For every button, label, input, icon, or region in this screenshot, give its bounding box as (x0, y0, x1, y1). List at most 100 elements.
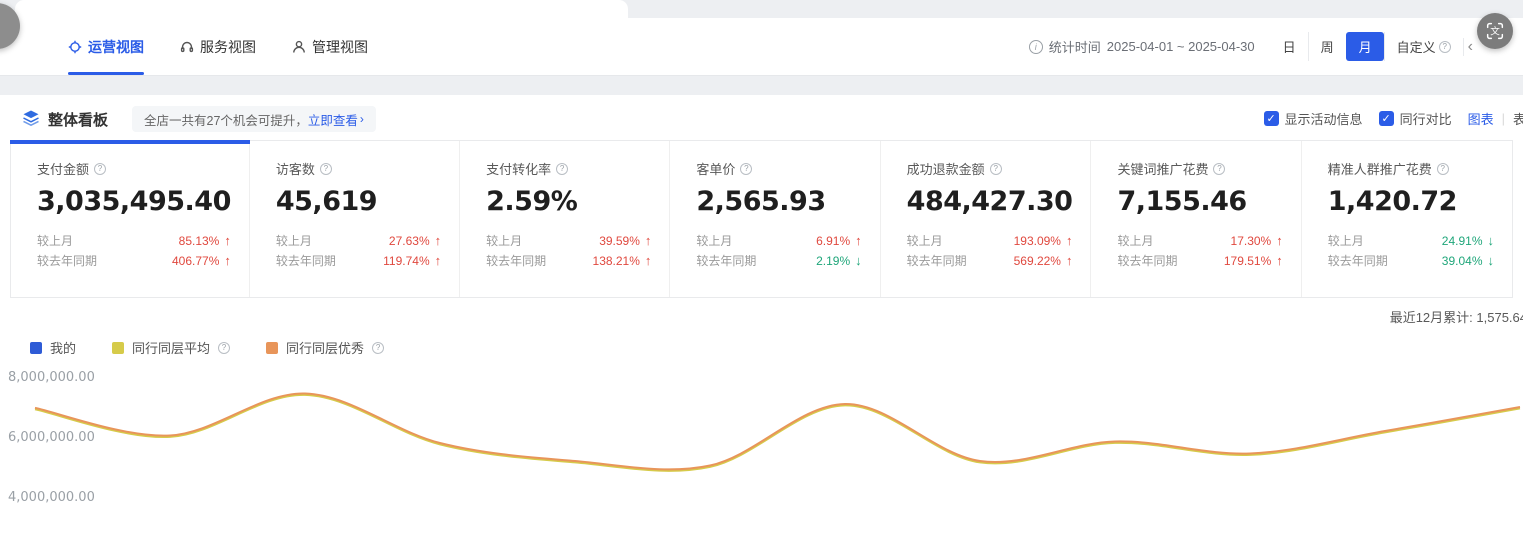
translate-icon: 文 (1486, 22, 1504, 40)
window-top-strip (15, 0, 628, 18)
checkbox-label: 同行对比 (1399, 112, 1452, 127)
checkbox-checked-icon[interactable]: ✓ (1263, 111, 1279, 126)
card-label: 关键词推广花费 (1117, 162, 1209, 177)
legend-label: 同行同层优秀 (286, 341, 365, 356)
trend-arrow-icon: ↑ (644, 253, 652, 268)
compare-row: 较上月 17.30% ↑ (1117, 231, 1282, 251)
card-avg-order-value[interactable]: 客单价? 2,565.93 较上月 6.91% ↑ 较去年同期 2.19% ↓ (670, 141, 881, 297)
trend-arrow-icon: ↑ (1276, 253, 1283, 268)
collapse-chevron-icon[interactable]: ‹ (1462, 37, 1477, 56)
info-icon: i (1028, 39, 1043, 54)
tab-management-view[interactable]: 管理视图 (292, 18, 368, 75)
floating-edge-button[interactable] (0, 3, 20, 49)
card-label: 精准人群推广花费 (1327, 162, 1432, 177)
board-header-row: 整体看板 全店一共有27个机会可提升， 立即查看 › ✓ 显示活动信息 ✓ 同行… (0, 101, 1523, 135)
compare-row: 较上月 24.91% ↓ (1328, 231, 1494, 251)
peer-compare-checkbox[interactable]: ✓ 同行对比 (1378, 109, 1452, 128)
period-day-button[interactable]: 日 (1282, 40, 1296, 55)
period-custom-button[interactable]: 自定义 ? (1383, 32, 1463, 61)
legend-swatch (112, 341, 125, 354)
active-card-accent (10, 140, 250, 144)
chart-legend: 我的 同行同层平均 ? 同行同层优秀 ? (30, 338, 385, 357)
info-icon: ? (1213, 162, 1226, 175)
compare-row: 较去年同期 39.04% ↓ (1328, 251, 1494, 271)
svg-text:文: 文 (1490, 26, 1500, 38)
trend-arrow-icon: ↑ (434, 253, 442, 268)
stat-time-label: 统计时间 (1048, 40, 1101, 55)
card-visitors[interactable]: 访客数? 45,619 较上月 27.63% ↑ 较去年同期 119.74% ↑ (250, 141, 461, 297)
chevron-right-icon: › (359, 112, 364, 126)
translate-fab-button[interactable]: 文 (1477, 13, 1513, 49)
person-icon (293, 40, 305, 53)
board-title: 整体看板 (48, 112, 109, 129)
compare-row: 较上月 193.09% ↑ (907, 231, 1073, 251)
compare-row: 较去年同期 2.19% ↓ (696, 251, 861, 271)
card-value: 2,565.93 (696, 186, 826, 217)
card-conversion-rate[interactable]: 支付转化率? 2.59% 较上月 39.59% ↑ 较去年同期 138.21% ↑ (460, 141, 671, 297)
checkbox-checked-icon[interactable]: ✓ (1378, 111, 1394, 126)
compare-row: 较去年同期 119.74% ↑ (276, 251, 441, 271)
tab-label: 运营视图 (88, 38, 144, 55)
show-activity-checkbox[interactable]: ✓ 显示活动信息 (1263, 109, 1363, 128)
card-payment-amount[interactable]: 支付金额? 3,035,495.40 较上月 85.13% ↑ 较去年同期 406.7… (10, 140, 250, 297)
card-keyword-ad-spend[interactable]: 关键词推广花费? 7,155.46 较上月 17.30% ↑ 较去年同期 179.51… (1091, 141, 1302, 297)
view-table-button[interactable]: 表格 (1512, 112, 1523, 127)
tab-service-view[interactable]: 服务视图 (180, 18, 256, 75)
compare-row: 较上月 39.59% ↑ (486, 231, 651, 251)
legend-item-peer-excellent[interactable]: 同行同层优秀 ? (266, 338, 385, 357)
trend-arrow-icon: ↓ (1487, 253, 1495, 268)
info-icon: ? (319, 162, 332, 175)
card-value: 3,035,495.40 (37, 186, 231, 217)
compare-row: 较去年同期 138.21% ↑ (486, 251, 651, 271)
headset-icon (180, 41, 194, 52)
legend-swatch (30, 341, 42, 354)
metric-cards: 支付金额? 3,035,495.40 较上月 85.13% ↑ 较去年同期 406.7… (10, 140, 1513, 298)
trend-arrow-icon: ↓ (855, 253, 862, 268)
card-value: 1,420.72 (1327, 186, 1458, 217)
trend-arrow-icon: ↑ (224, 233, 231, 248)
compare-row: 较上月 27.63% ↑ (276, 231, 441, 251)
stat-time-range: 2025-04-01 ~ 2025-04-30 (1106, 39, 1255, 54)
view-chart-button[interactable]: 图表 (1467, 112, 1494, 127)
notice-link[interactable]: 立即查看 (307, 113, 358, 128)
12-month-total: 最近12月累计: 1,575.64 (1389, 310, 1523, 325)
trend-chart: 8,000,000.00 6,000,000.00 4,000,000.00 (0, 360, 1523, 537)
info-icon: ? (989, 162, 1002, 175)
trend-arrow-icon: ↑ (224, 253, 231, 268)
trend-arrow-icon: ↑ (855, 233, 862, 248)
card-label: 支付转化率 (486, 162, 552, 177)
compare-row: 较上月 85.13% ↑ (37, 231, 231, 251)
view-switch: 图表 | 表格 (1468, 109, 1523, 128)
card-refund-amount[interactable]: 成功退款金额? 484,427.30 较上月 193.09% ↑ 较去年同期 569.… (881, 141, 1092, 297)
period-month-button[interactable]: 月 (1345, 32, 1384, 61)
opportunity-notice[interactable]: 全店一共有27个机会可提升， 立即查看 › (132, 106, 376, 132)
operations-icon (68, 40, 82, 53)
compare-row: 较去年同期 179.51% ↑ (1117, 251, 1282, 271)
header-bar: 运营视图 服务视图 管理视图 i 统计时间 2025-04-01 ~ 2025-… (0, 18, 1523, 76)
period-week-button[interactable]: 周 (1307, 32, 1346, 61)
trend-lines (34, 392, 1521, 472)
main-content: 整体看板 全店一共有27个机会可提升， 立即查看 › ✓ 显示活动信息 ✓ 同行… (0, 95, 1523, 537)
card-audience-ad-spend[interactable]: 精准人群推广花费? 1,420.72 较上月 24.91% ↓ 较去年同期 39.04… (1302, 141, 1512, 297)
y-axis-tick: 6,000,000.00 (8, 430, 95, 445)
view-tabs: 运营视图 服务视图 管理视图 (68, 18, 368, 75)
card-value: 7,155.46 (1117, 186, 1247, 217)
legend-item-mine[interactable]: 我的 (30, 338, 76, 357)
header-right-controls: i 统计时间 2025-04-01 ~ 2025-04-30 日 周 月 自定义… (1028, 18, 1477, 75)
legend-item-peer-average[interactable]: 同行同层平均 ? (112, 338, 231, 357)
compare-row: 较去年同期 406.77% ↑ (37, 251, 231, 271)
info-icon: ? (740, 162, 753, 175)
trend-arrow-icon: ↓ (1487, 233, 1495, 248)
card-value: 45,619 (275, 186, 378, 217)
y-axis-tick: 8,000,000.00 (8, 370, 95, 385)
checkbox-label: 显示活动信息 (1284, 112, 1363, 127)
legend-swatch (266, 341, 279, 354)
trend-arrow-icon: ↑ (1276, 233, 1283, 248)
tab-operations-view[interactable]: 运营视图 (68, 18, 144, 75)
card-value: 484,427.30 (906, 186, 1073, 217)
divider: | (1501, 111, 1505, 126)
card-label: 访客数 (275, 162, 315, 177)
period-selector: 日 周 月 自定义 ? ‹ (1271, 32, 1477, 61)
trend-arrow-icon: ↑ (644, 233, 652, 248)
